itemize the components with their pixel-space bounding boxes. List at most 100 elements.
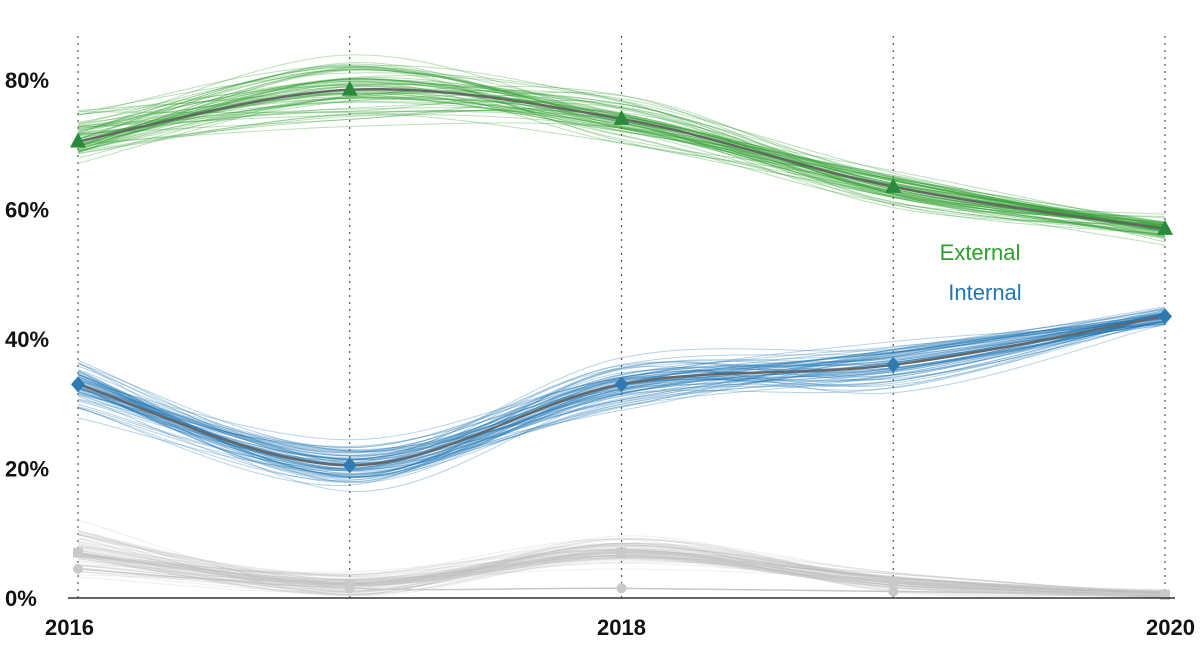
band-line <box>77 538 1166 597</box>
band-line <box>77 78 1166 239</box>
band-line <box>77 84 1166 237</box>
band-line <box>77 314 1166 487</box>
y-tick-label-0: 0% <box>5 586 37 611</box>
band-line <box>77 317 1166 457</box>
band-line <box>77 321 1166 452</box>
band-line <box>77 307 1166 478</box>
band-line <box>77 318 1166 470</box>
band-line <box>77 554 1166 596</box>
point-external-2019 <box>885 177 902 193</box>
band-line <box>77 80 1166 233</box>
band-line <box>77 78 1166 224</box>
band-line <box>77 541 1166 597</box>
band-line <box>77 94 1166 232</box>
band-line <box>77 318 1166 460</box>
point-external-2018 <box>613 109 630 125</box>
band-line <box>77 101 1166 227</box>
band-line <box>77 312 1166 461</box>
band-line <box>77 92 1166 231</box>
point-internal-2020 <box>1158 308 1172 325</box>
band-line <box>77 312 1166 471</box>
band-line <box>77 542 1166 596</box>
band-line <box>77 112 1166 230</box>
band-line <box>77 561 1166 597</box>
band-line <box>77 313 1166 457</box>
band-line <box>77 66 1166 230</box>
band-line <box>77 95 1166 237</box>
band-line <box>77 75 1166 246</box>
point-external-2016 <box>70 132 86 148</box>
band-line <box>77 533 1166 596</box>
band-line <box>77 534 1166 593</box>
band-line <box>77 313 1166 470</box>
band-external <box>77 54 1166 246</box>
band-line <box>77 543 1166 596</box>
band-line <box>77 316 1166 478</box>
y-tick-label-80: 80% <box>5 68 49 93</box>
band-line <box>77 65 1166 238</box>
band-line <box>77 315 1166 492</box>
uncertainty-bands <box>77 54 1166 599</box>
point-internal-2016 <box>71 376 85 393</box>
band-line <box>77 559 1166 595</box>
point-external-2017 <box>341 80 358 96</box>
band-line <box>77 89 1166 236</box>
band-line <box>77 85 1166 226</box>
band-line <box>77 310 1166 479</box>
band-line <box>77 555 1166 595</box>
y-tick-label-20: 20% <box>5 457 49 482</box>
y-tick-label-60: 60% <box>5 198 49 223</box>
band-line <box>77 320 1166 474</box>
point-other-3-2018 <box>616 583 627 594</box>
band-line <box>77 100 1166 236</box>
band-line <box>77 306 1166 453</box>
band-line <box>77 315 1166 464</box>
band-line <box>77 65 1166 233</box>
band-line <box>77 545 1166 596</box>
band-line <box>77 92 1166 223</box>
band-line <box>77 318 1166 451</box>
band-line <box>77 546 1166 595</box>
point-internal-2017 <box>342 457 357 474</box>
band-line <box>77 320 1166 472</box>
point-internal-2019 <box>886 356 901 373</box>
band-line <box>77 318 1166 452</box>
band-line <box>77 62 1166 231</box>
x-tick-label-2016: 2016 <box>45 615 94 640</box>
band-line <box>77 311 1166 466</box>
series-markers <box>70 80 1173 600</box>
band-line <box>77 114 1166 231</box>
band-line <box>77 312 1166 465</box>
band-line <box>77 122 1166 236</box>
band-line <box>77 322 1166 475</box>
band-line <box>77 555 1166 598</box>
band-line <box>77 83 1166 228</box>
band-line <box>77 534 1166 594</box>
band-line <box>77 542 1166 596</box>
band-line <box>77 539 1166 595</box>
band-line <box>77 93 1166 243</box>
band-line <box>77 314 1166 461</box>
band-line <box>77 535 1166 596</box>
band-line <box>77 314 1166 464</box>
point-other-3-2017 <box>344 583 355 594</box>
band-line <box>77 321 1166 476</box>
band-line <box>77 541 1166 597</box>
series-label-internal: Internal <box>948 280 1021 305</box>
band-line <box>77 554 1166 595</box>
x-tick-label-2020: 2020 <box>1146 615 1195 640</box>
band-line <box>77 101 1166 231</box>
band-line <box>77 543 1166 599</box>
band-line <box>77 72 1166 235</box>
x-tick-label-2018: 2018 <box>597 615 646 640</box>
band-line <box>77 308 1166 463</box>
point-external-2020 <box>1157 219 1173 235</box>
band-line <box>77 66 1166 224</box>
band-line <box>77 324 1166 461</box>
band-line <box>77 537 1166 594</box>
point-other-2-2018 <box>616 547 627 558</box>
band-line <box>77 96 1166 223</box>
band-line <box>77 89 1166 229</box>
band-line <box>77 538 1166 596</box>
